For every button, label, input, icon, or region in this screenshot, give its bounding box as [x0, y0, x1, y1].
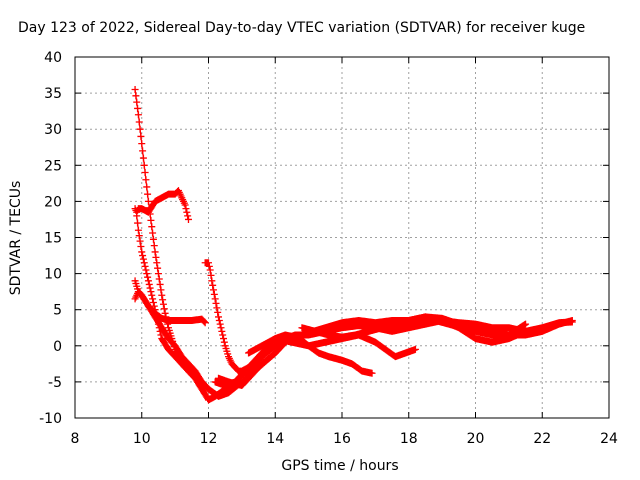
x-tick-label: 16 — [333, 431, 351, 447]
x-tick-label: 20 — [467, 431, 485, 447]
y-tick-label: 25 — [44, 158, 62, 174]
chart-title: Day 123 of 2022, Sidereal Day-to-day VTE… — [18, 20, 585, 36]
x-tick-label: 12 — [200, 431, 218, 447]
axis-ticks: 8 10 12 14 16 18 20 22 24 -10 -5 0 5 10 15 20 25 30 35 40 — [39, 50, 618, 447]
series-arc-2 — [131, 187, 192, 223]
y-tick-label: 30 — [44, 122, 62, 138]
data-series — [131, 85, 576, 404]
y-tick-label: 20 — [44, 194, 62, 210]
series-arc-11 — [405, 313, 576, 339]
data-point-markers — [405, 313, 576, 339]
x-tick-label: 18 — [400, 431, 418, 447]
y-tick-label: 40 — [44, 50, 62, 66]
y-tick-label: -5 — [48, 375, 62, 391]
x-tick-label: 22 — [533, 431, 551, 447]
data-point-markers — [131, 85, 212, 393]
y-tick-label: 5 — [53, 303, 62, 319]
series-arc-1 — [131, 85, 212, 393]
y-axis-title: SDTVAR / TECUs — [8, 181, 24, 296]
grid — [75, 57, 609, 418]
x-tick-label: 8 — [71, 431, 80, 447]
x-axis-title: GPS time / hours — [281, 458, 398, 474]
y-tick-label: 0 — [53, 339, 62, 355]
data-point-markers — [131, 187, 192, 223]
y-tick-label: 15 — [44, 231, 62, 247]
y-tick-label: 10 — [44, 267, 62, 283]
y-tick-label: 35 — [44, 86, 62, 102]
x-tick-label: 24 — [600, 431, 618, 447]
y-tick-label: -10 — [39, 411, 62, 427]
x-tick-label: 10 — [133, 431, 151, 447]
x-tick-label: 14 — [266, 431, 284, 447]
